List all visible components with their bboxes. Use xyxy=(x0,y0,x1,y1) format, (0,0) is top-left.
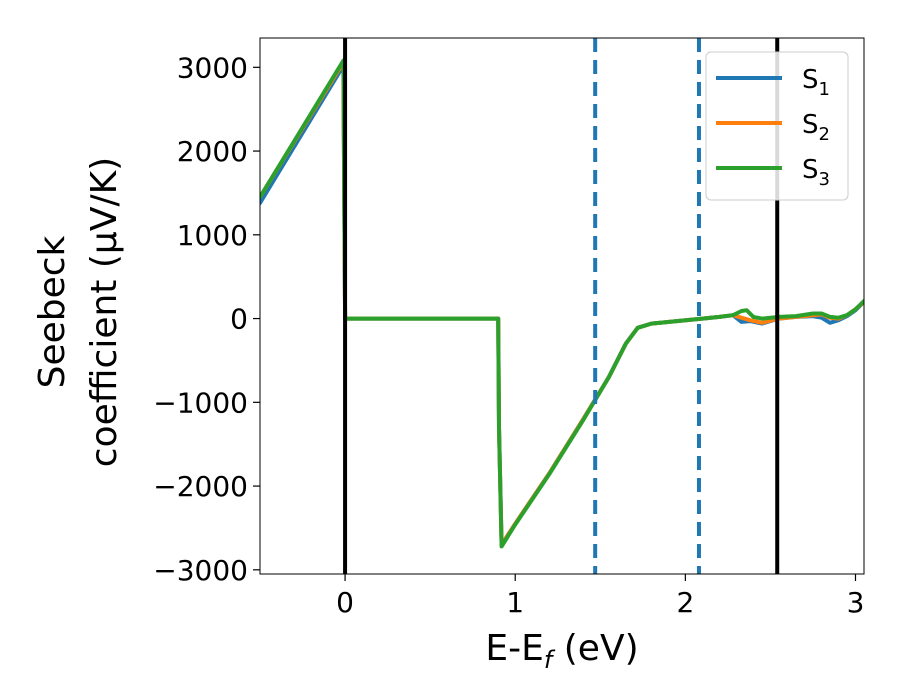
legend-label-s1: S1 xyxy=(802,65,830,100)
y-tick-label: −1000 xyxy=(153,386,248,419)
y-tick-label: 1000 xyxy=(177,219,248,252)
series-line-s3 xyxy=(260,58,864,549)
legend: S1 S2 S3 xyxy=(705,51,849,201)
x-tick-label: 2 xyxy=(676,586,694,619)
y-tick-label: 3000 xyxy=(177,51,248,84)
plot-frame xyxy=(259,37,865,575)
x-axis-label: E-Ef (eV) xyxy=(485,628,638,674)
y-axis-label-line2: coefficient (μV/K) xyxy=(84,157,125,467)
legend-label-s3: S3 xyxy=(802,155,830,190)
x-tick-label: 1 xyxy=(506,586,524,619)
plot-content xyxy=(260,38,864,574)
x-tick-label: 3 xyxy=(847,586,865,619)
x-tick-label: 0 xyxy=(336,586,354,619)
axis-ticks: 0 1 2 3 −3000 −2000 −1000 0 1000 2000 3000 xyxy=(153,51,864,619)
y-axis-label-line1: Seebeck xyxy=(32,235,73,388)
legend-label-s2: S2 xyxy=(802,110,830,145)
legend-frame xyxy=(705,51,849,201)
y-tick-label: 0 xyxy=(230,303,248,336)
plot-area xyxy=(260,38,864,574)
y-tick-label: 2000 xyxy=(177,135,248,168)
y-tick-label: −3000 xyxy=(153,554,248,587)
y-tick-label: −2000 xyxy=(153,470,248,503)
